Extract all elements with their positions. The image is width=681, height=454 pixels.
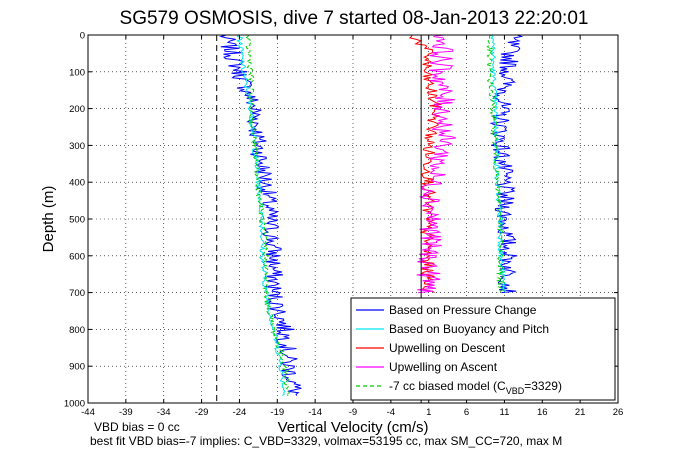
series-2-ascent-line (489, 34, 507, 293)
x-tick-label: 11 (499, 407, 509, 418)
y-tick-label: 400 (69, 178, 85, 189)
x-tick-label: -24 (233, 407, 247, 418)
x-tick-label: 26 (613, 407, 624, 418)
x-tick-label: 6 (464, 407, 469, 418)
y-axis-label: Depth (m) (40, 186, 57, 253)
x-axis-label: Vertical Velocity (cm/s) (278, 419, 429, 436)
x-tick-labels: -44 -39 -34 -29 -24 -19 -14 -9 -4 1 6 11 16 21 26 (81, 407, 623, 418)
y-tick-label: 0 (80, 31, 85, 42)
legend-label: Based on Pressure Change (389, 303, 537, 317)
series-2-descent-line (236, 34, 286, 397)
x-tick-label: 1 (426, 407, 431, 418)
series-3-descent-line (408, 34, 443, 294)
series-5-descent-line (244, 34, 290, 396)
series-4-descent-line (416, 34, 457, 294)
x-tick-label: 21 (575, 407, 586, 418)
vbd-bias-note: VBD bias = 0 cc (94, 420, 180, 434)
x-tick-label: -19 (270, 407, 284, 418)
x-tick-label: -44 (81, 407, 95, 418)
y-tick-label: 600 (69, 251, 85, 262)
y-tick-label: 700 (69, 288, 85, 299)
series-1-ascent-line (489, 34, 524, 294)
y-tick-label: 900 (69, 362, 85, 373)
y-tick-label: 800 (69, 325, 85, 336)
y-tick-label: 100 (69, 67, 85, 78)
legend-label: Upwelling on Descent (389, 341, 506, 355)
x-tick-label: -34 (157, 407, 171, 418)
legend: Based on Pressure Change Based on Buoyanc… (350, 297, 616, 401)
y-tick-label: 200 (69, 104, 85, 115)
x-tick-label: -29 (195, 407, 209, 418)
x-tick-label: -39 (119, 407, 133, 418)
series-group (218, 34, 524, 397)
x-tick-label: -14 (308, 407, 322, 418)
x-tick-label: -4 (387, 407, 395, 418)
y-tick-labels: 0 100 200 300 400 500 600 700 800 900 1000 (64, 31, 85, 410)
x-tick-label: 16 (537, 407, 548, 418)
legend-label: Based on Buoyancy and Pitch (389, 322, 549, 336)
series-1-descent-line (218, 34, 302, 396)
y-tick-label: 1000 (64, 399, 85, 410)
series-5-ascent-line (484, 34, 506, 294)
y-tick-label: 300 (69, 141, 85, 152)
best-fit-note: best fit VBD bias=-7 implies: C_VBD=3329… (90, 434, 562, 448)
y-tick-label: 500 (69, 215, 85, 226)
legend-label: Upwelling on Ascent (389, 360, 498, 374)
legend-box (350, 297, 616, 401)
x-tick-label: -9 (349, 407, 357, 418)
chart-title: SG579 OSMOSIS, dive 7 started 08-Jan-201… (120, 8, 589, 29)
